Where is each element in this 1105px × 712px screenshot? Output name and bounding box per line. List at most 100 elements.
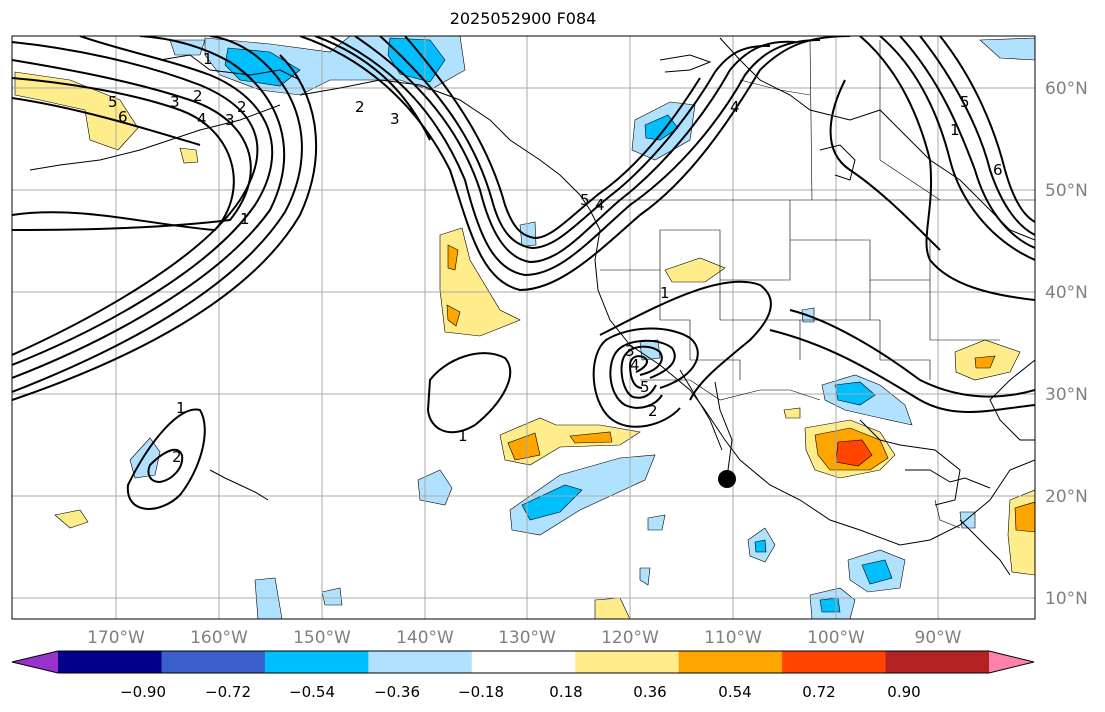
negative-area (754, 539, 767, 553)
lon-label: 100°W (807, 628, 865, 648)
contour-label: 5 (108, 93, 118, 111)
lon-label: 110°W (704, 628, 762, 648)
contour-lines (12, 36, 1035, 510)
negative-area (819, 597, 841, 613)
lat-label: 50°N (1045, 181, 1088, 201)
colorbar-tick-label: 0.90 (887, 683, 920, 701)
negative-area (169, 39, 206, 56)
contour-label: 1 (203, 50, 213, 68)
contour-label: 4 (630, 356, 640, 374)
positive-area (439, 227, 521, 337)
contour-label: 2 (172, 448, 182, 466)
contour-label: 2 (648, 402, 658, 420)
negative-area (639, 567, 651, 586)
colorbar-segment (575, 651, 680, 673)
colorbar-tick-label: −0.90 (120, 683, 166, 701)
contour-label: 5 (580, 191, 590, 209)
colorbar-segment (678, 651, 783, 673)
colorbar-segment (58, 651, 162, 673)
contour-label: 5 (640, 378, 650, 396)
contour-label: 1 (660, 284, 670, 302)
lat-label: 40°N (1045, 283, 1088, 303)
positive-area (507, 432, 541, 461)
colorbar-extend-min (12, 651, 58, 673)
colorbar-tick-label: −0.18 (458, 683, 504, 701)
negative-area (861, 559, 893, 585)
colorbar-tick-label: −0.36 (374, 683, 420, 701)
contour-label: 3 (170, 93, 180, 111)
colorbar-tick-labels: −0.90 −0.72 −0.54 −0.36 −0.18 0.18 0.36 … (120, 683, 921, 701)
colorbar-segment (782, 651, 887, 673)
negative-area (387, 37, 446, 83)
gridlines (12, 36, 1035, 619)
contour-label: 4 (730, 98, 740, 116)
positive-area (446, 304, 461, 327)
location-marker (718, 470, 736, 488)
lat-label: 20°N (1045, 487, 1088, 507)
lon-label: 140°W (396, 628, 454, 648)
contour-label: 1 (176, 399, 186, 417)
contour-label: 3 (225, 111, 235, 129)
contour-label: 6 (118, 108, 128, 126)
lon-label: 150°W (293, 628, 351, 648)
contour-label: 1 (240, 210, 250, 228)
map-title: 2025052900 F084 (449, 9, 597, 28)
colorbar-tick-label: 0.36 (633, 683, 666, 701)
positive-area (54, 509, 89, 529)
colorbar-tick-label: 0.54 (718, 683, 751, 701)
negative-area (519, 221, 537, 247)
positive-area (664, 257, 726, 283)
contour-label: 3 (390, 110, 400, 128)
colorbar-segment (471, 651, 576, 673)
positive-area (783, 407, 801, 419)
contour-label-group: 1 2 3 4 5 6 1 2 3 4 5 6 1 1 2 3 4 5 1 2 … (108, 50, 1003, 466)
contour-label: 2 (193, 87, 203, 105)
negative-area (321, 587, 343, 606)
colorbar-outline (11, 650, 1035, 674)
political-borders (585, 39, 1035, 529)
positive-area (1014, 501, 1035, 533)
contour-label: 2 (237, 98, 247, 116)
lon-label: 90°W (915, 628, 962, 648)
lon-label: 170°W (87, 628, 145, 648)
contour-label: 5 (960, 93, 970, 111)
positive-area (14, 71, 139, 151)
colorbar-segment (161, 651, 266, 673)
colorbar-tick-label: −0.72 (205, 683, 251, 701)
colorbar (11, 650, 1035, 674)
lat-label: 30°N (1045, 385, 1088, 405)
lat-label: 60°N (1045, 79, 1088, 99)
lon-label: 120°W (601, 628, 659, 648)
negative-area (979, 37, 1035, 61)
colorbar-extend-max (989, 651, 1034, 673)
positive-area (179, 147, 199, 164)
positive-area (974, 355, 996, 369)
map-frame (11, 35, 1036, 620)
positive-area (594, 597, 631, 619)
contour-label: 1 (458, 427, 468, 445)
contour-label: 4 (595, 196, 605, 214)
lon-label: 130°W (498, 628, 556, 648)
positive-area (447, 244, 459, 271)
colorbar-tick-label: −0.54 (289, 683, 335, 701)
positive-area (569, 431, 613, 444)
contour-label: 6 (993, 161, 1003, 179)
colorbar-tick-label: 0.18 (549, 683, 582, 701)
shaded-anomalies (14, 36, 1035, 619)
negative-area (647, 514, 666, 531)
colorbar-segment (885, 651, 990, 673)
contour-label: 3 (625, 342, 635, 360)
negative-area (224, 47, 301, 87)
colorbar-segment (368, 651, 473, 673)
negative-area (521, 484, 583, 521)
lon-label: 160°W (190, 628, 248, 648)
colorbar-segment (264, 651, 369, 673)
lat-label: 10°N (1045, 589, 1088, 609)
longitude-labels: 170°W 160°W 150°W 140°W 130°W 120°W 110°… (87, 628, 962, 648)
contour-label: 1 (950, 121, 960, 139)
colorbar-tick-label: 0.72 (802, 683, 835, 701)
contour-label: 2 (355, 98, 365, 116)
positive-area (1007, 489, 1035, 576)
contour-label: 4 (197, 110, 207, 128)
